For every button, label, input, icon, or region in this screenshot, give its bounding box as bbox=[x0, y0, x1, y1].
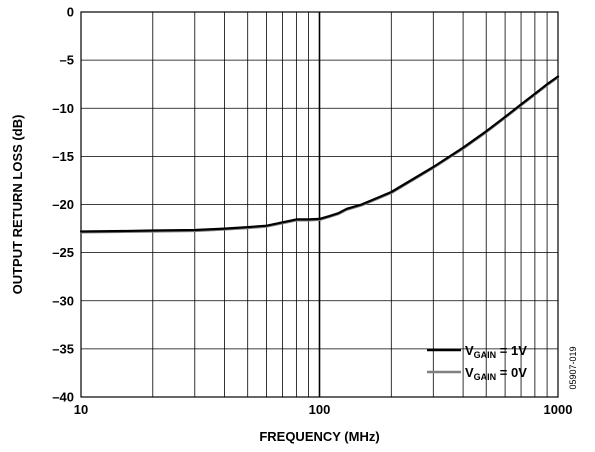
x-tick-label: 10 bbox=[74, 402, 88, 417]
x-tick-label: 1000 bbox=[544, 402, 573, 417]
y-tick-label: –15 bbox=[52, 149, 74, 164]
plot-frame bbox=[80, 11, 559, 398]
series-line-vgain-1v bbox=[79, 75, 560, 233]
y-tick-label: –40 bbox=[52, 390, 74, 405]
y-tick-label: –20 bbox=[52, 197, 74, 212]
y-tick-label: –35 bbox=[52, 341, 74, 356]
x-axis-title: FREQUENCY (MHz) bbox=[259, 429, 379, 444]
series-lines bbox=[79, 75, 560, 234]
y-axis-title: OUTPUT RETURN LOSS (dB) bbox=[10, 115, 25, 295]
y-tick-label: –10 bbox=[52, 101, 74, 116]
legend-label-vgain-0v: VGAIN = 0V bbox=[465, 365, 527, 382]
legend-label-vgain-1v: VGAIN = 1V bbox=[465, 343, 527, 360]
figure-id: 05907-019 bbox=[568, 346, 578, 389]
y-tick-label: –5 bbox=[60, 53, 74, 68]
grid bbox=[81, 12, 558, 397]
y-tick-label: –30 bbox=[52, 293, 74, 308]
legend: VGAIN = 1V VGAIN = 0V bbox=[427, 343, 527, 382]
x-tick-label: 100 bbox=[309, 402, 331, 417]
y-tick-label: 0 bbox=[67, 5, 74, 20]
y-tick-label: –25 bbox=[52, 245, 74, 260]
